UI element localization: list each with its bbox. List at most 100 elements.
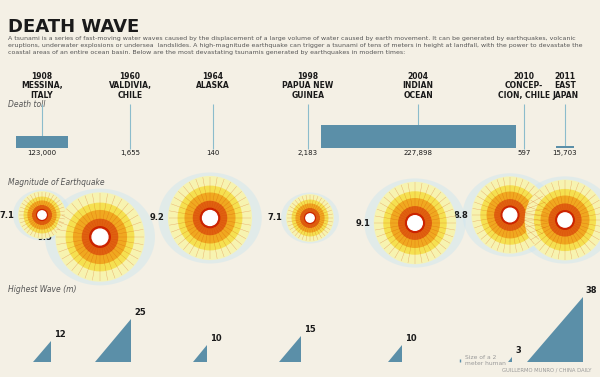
Circle shape [200,208,220,228]
Circle shape [561,216,569,224]
Circle shape [23,196,61,234]
Circle shape [199,207,221,229]
Circle shape [190,197,231,239]
Text: Highest Wave (m): Highest Wave (m) [8,285,77,294]
Circle shape [304,212,316,224]
Circle shape [182,190,238,245]
Ellipse shape [463,173,557,257]
Circle shape [306,214,314,222]
Circle shape [502,207,518,222]
Circle shape [303,211,317,225]
Circle shape [295,203,325,233]
Text: 2004: 2004 [407,72,428,81]
Circle shape [69,206,131,268]
Text: Magnitude of Earthquake: Magnitude of Earthquake [8,178,104,187]
Circle shape [383,190,448,256]
Text: A tsunami is a series of fast-moving water waves caused by the displacement of a: A tsunami is a series of fast-moving wat… [8,36,583,55]
Polygon shape [193,345,207,362]
Text: 2010: 2010 [514,72,535,81]
Circle shape [289,196,332,240]
Circle shape [20,193,64,238]
Circle shape [292,199,329,236]
Circle shape [294,202,326,234]
Circle shape [206,214,214,222]
Text: CONCEP-
CION, CHILE: CONCEP- CION, CHILE [498,81,550,100]
Circle shape [97,234,103,240]
Circle shape [308,216,311,219]
Circle shape [547,201,584,239]
Text: 9.0: 9.0 [506,216,521,224]
Circle shape [505,210,515,220]
Circle shape [477,182,543,248]
Circle shape [287,195,333,241]
Circle shape [309,217,311,219]
Ellipse shape [158,172,262,264]
Circle shape [84,221,116,253]
Circle shape [197,205,223,230]
Circle shape [62,199,138,275]
Circle shape [395,203,435,243]
Circle shape [537,192,593,248]
Text: 1908: 1908 [31,72,53,81]
Circle shape [66,203,134,271]
Circle shape [207,215,213,221]
Circle shape [98,236,101,239]
Text: DEATH WAVE: DEATH WAVE [8,18,139,36]
Circle shape [495,200,525,230]
Circle shape [22,195,62,235]
Text: 9.2: 9.2 [150,213,164,222]
Circle shape [412,220,418,226]
Circle shape [25,198,59,232]
Circle shape [485,190,535,240]
Circle shape [287,196,332,241]
Circle shape [550,205,580,234]
Circle shape [173,181,247,255]
Circle shape [40,213,44,217]
Circle shape [38,211,46,219]
Circle shape [411,219,419,227]
Circle shape [85,222,115,252]
Circle shape [39,212,45,218]
Bar [16,136,68,148]
Circle shape [306,214,314,222]
Circle shape [185,193,235,243]
Circle shape [295,202,325,233]
Text: 9.5: 9.5 [37,233,52,242]
Text: GUILLERMO MUNRO / CHINA DAILY: GUILLERMO MUNRO / CHINA DAILY [503,367,592,372]
Text: MESSINA,
ITALY: MESSINA, ITALY [21,81,63,100]
Circle shape [61,198,140,277]
Circle shape [397,205,433,241]
Circle shape [91,228,109,246]
Circle shape [28,201,56,229]
Text: Size of a 2
meter human: Size of a 2 meter human [465,355,506,366]
Text: 597: 597 [517,150,530,156]
Circle shape [401,210,428,236]
Circle shape [539,193,592,247]
Circle shape [379,187,451,259]
Circle shape [494,199,526,231]
Circle shape [191,199,229,237]
Circle shape [170,178,250,258]
Circle shape [195,203,225,233]
Text: 227,898: 227,898 [404,150,433,156]
Circle shape [34,207,50,223]
Circle shape [65,202,135,272]
Circle shape [497,202,523,228]
Circle shape [203,211,217,225]
Circle shape [529,184,600,256]
Text: 1,655: 1,655 [120,150,140,156]
Circle shape [26,199,58,230]
Circle shape [399,207,431,239]
Circle shape [500,205,520,225]
Circle shape [503,209,517,221]
Circle shape [37,210,47,221]
Circle shape [181,189,239,247]
Bar [320,125,515,148]
Circle shape [552,207,578,233]
Circle shape [179,188,241,248]
Circle shape [544,199,586,241]
Circle shape [29,202,55,227]
Circle shape [88,225,112,249]
Circle shape [400,208,430,238]
Circle shape [92,230,107,244]
